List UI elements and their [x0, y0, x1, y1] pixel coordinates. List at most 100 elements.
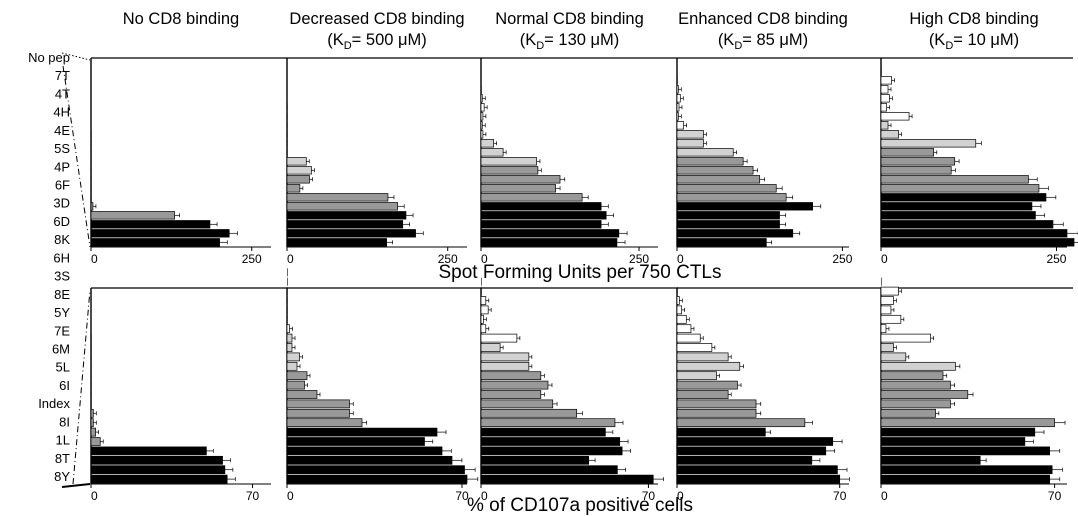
panel-title: No CD8 binding	[123, 10, 239, 28]
bar	[676, 220, 780, 229]
bar	[880, 399, 951, 409]
peptide-label: 4H	[53, 105, 70, 120]
peptide-label: No pep	[28, 50, 70, 65]
bar	[90, 474, 228, 484]
bar	[880, 157, 956, 166]
peptide-label: 4P	[54, 159, 70, 174]
bar	[880, 427, 1036, 437]
bar	[286, 427, 438, 437]
bar	[286, 324, 290, 334]
bar	[286, 166, 312, 175]
bar	[480, 139, 494, 148]
panel: 0 70	[90, 288, 271, 503]
x-tick-label: 0	[287, 252, 294, 266]
bar	[286, 202, 398, 211]
bar	[91, 130, 92, 139]
bar	[480, 352, 530, 362]
bar	[480, 193, 583, 202]
peptide-label: 8K	[54, 232, 70, 247]
bar	[676, 380, 738, 390]
bar	[286, 399, 350, 409]
bar	[90, 427, 96, 437]
bar	[677, 287, 678, 296]
bar	[880, 474, 1050, 484]
bar	[287, 315, 288, 324]
panel: 0 250	[880, 58, 1078, 266]
bar	[287, 268, 288, 277]
bar	[480, 465, 618, 475]
panel-title: High CD8 binding	[909, 10, 1038, 28]
peptide-label: Index	[38, 396, 70, 411]
bar	[286, 446, 443, 456]
bar	[676, 418, 806, 428]
bar	[91, 148, 92, 157]
bar	[90, 229, 230, 238]
bar	[480, 371, 542, 381]
bar	[880, 130, 899, 139]
bar	[880, 465, 1053, 475]
panel-kd-label: (KD= 10 μM)	[929, 31, 1019, 52]
bar	[91, 390, 92, 399]
bar	[880, 85, 889, 94]
x-tick-label: 250	[242, 252, 262, 266]
bar	[676, 148, 734, 157]
panel-title: Enhanced CD8 binding	[678, 10, 848, 28]
guide-line	[62, 65, 91, 248]
panel-kd-label: (KD= 500 μM)	[327, 31, 427, 52]
peptide-label: 1L	[56, 433, 70, 448]
panel: 0 250	[286, 58, 467, 266]
panel-kd-label: (KD= 85 μM)	[718, 31, 808, 52]
bar	[90, 202, 94, 211]
peptide-label: 3S	[54, 269, 70, 284]
bar	[480, 229, 620, 238]
bar	[286, 418, 363, 428]
panel-kd-label: (KD= 130 μM)	[520, 31, 620, 52]
guide-line	[61, 483, 91, 488]
bar	[286, 371, 308, 381]
bar	[91, 166, 92, 175]
bar	[480, 474, 654, 484]
peptide-label: 8T	[55, 451, 70, 466]
x-tick-label: 0	[287, 489, 294, 503]
bar	[677, 76, 678, 85]
bar	[286, 390, 318, 399]
peptide-label: 6H	[53, 250, 70, 265]
bar	[676, 130, 704, 139]
bar	[676, 112, 679, 121]
peptide-label: 7E	[54, 323, 70, 338]
bar	[480, 94, 483, 103]
x-tick-label: 0	[677, 489, 684, 503]
bar	[880, 121, 889, 130]
bar	[676, 94, 681, 103]
bar	[480, 437, 621, 446]
bar	[676, 296, 680, 305]
bar	[287, 287, 288, 296]
bar	[286, 352, 300, 362]
x-tick-label: 0	[91, 252, 98, 266]
x-tick-label: 70	[246, 489, 260, 503]
bar	[286, 380, 305, 390]
bar	[481, 277, 482, 286]
bar	[676, 238, 767, 247]
bar	[287, 277, 288, 286]
bar	[90, 408, 94, 418]
bar	[90, 418, 94, 428]
bar	[480, 455, 589, 465]
bar	[91, 193, 92, 202]
bar	[676, 343, 713, 352]
bar	[91, 352, 92, 361]
bar	[676, 121, 684, 130]
peptide-label: 5L	[56, 360, 70, 375]
bar	[480, 157, 537, 166]
peptide-label: 6D	[53, 214, 70, 229]
bar	[676, 408, 757, 418]
bar	[91, 175, 92, 184]
bar	[676, 103, 680, 112]
panel: 0 250	[676, 58, 853, 266]
bar	[286, 220, 404, 229]
bar	[286, 465, 465, 475]
bar	[676, 193, 787, 202]
bar	[287, 112, 288, 121]
bar	[287, 305, 288, 314]
